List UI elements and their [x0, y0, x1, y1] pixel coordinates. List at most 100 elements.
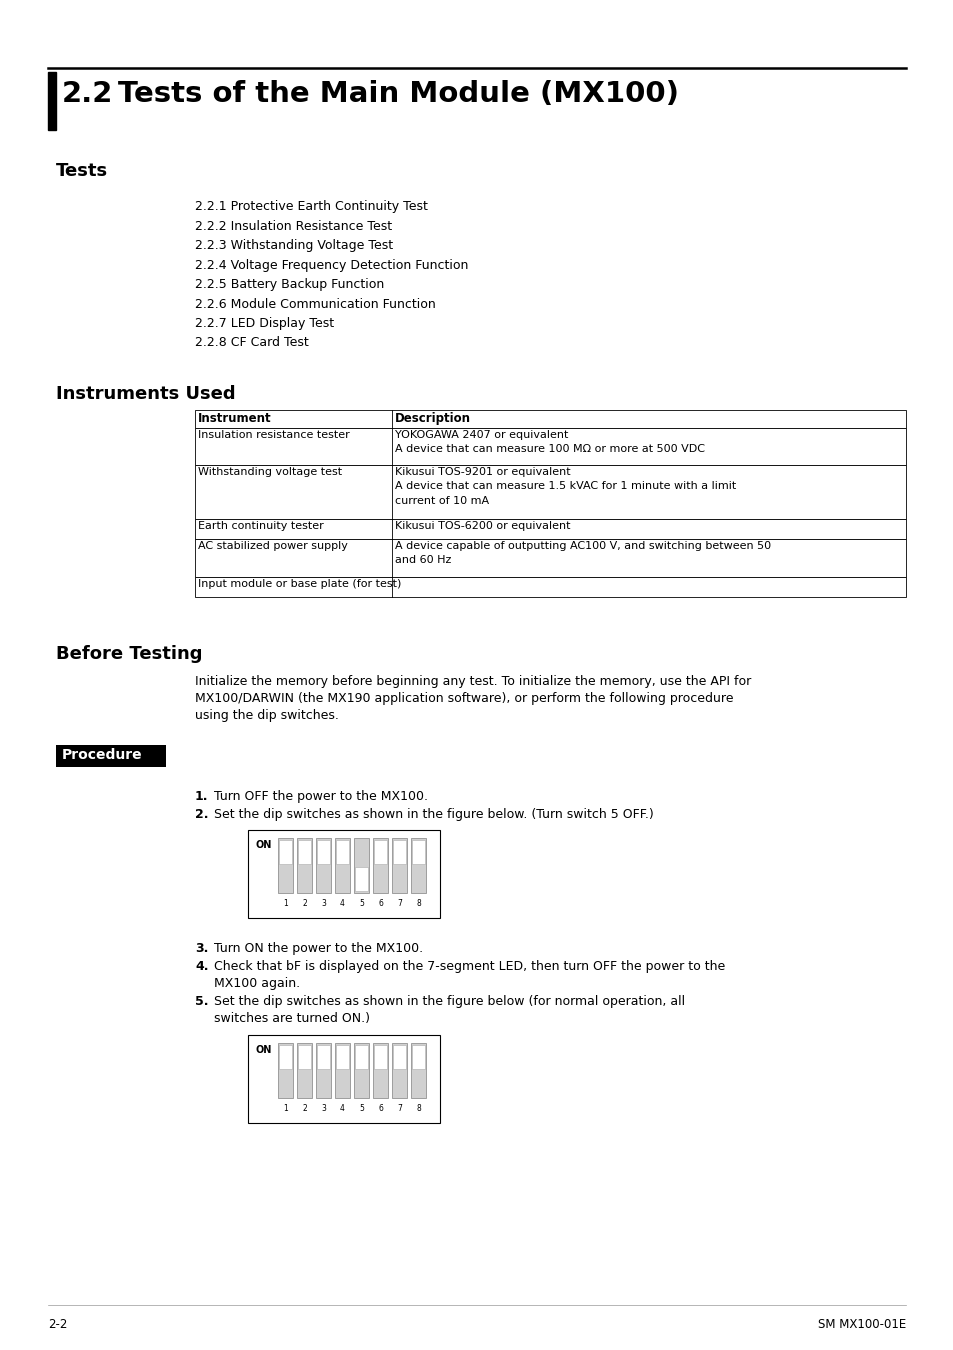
Text: Instruments Used: Instruments Used: [56, 385, 235, 404]
Bar: [194, 576, 905, 597]
Text: A device capable of outputting AC100 V, and switching between 50
and 60 Hz: A device capable of outputting AC100 V, …: [395, 541, 770, 566]
Bar: [315, 838, 331, 892]
Text: 6: 6: [377, 899, 382, 909]
Bar: [412, 840, 424, 864]
Text: Tests of the Main Module (MX100): Tests of the Main Module (MX100): [118, 80, 679, 108]
Text: 7: 7: [396, 1104, 401, 1112]
Text: Instrument: Instrument: [198, 412, 272, 425]
Bar: [393, 840, 406, 864]
Text: 2.2.4 Voltage Frequency Detection Function: 2.2.4 Voltage Frequency Detection Functi…: [194, 258, 468, 271]
Text: Insulation resistance tester: Insulation resistance tester: [198, 431, 350, 440]
Text: 1: 1: [283, 899, 288, 909]
Text: Before Testing: Before Testing: [56, 645, 202, 663]
Text: 1.: 1.: [194, 790, 209, 803]
Text: Tests: Tests: [56, 162, 108, 180]
Text: 1: 1: [283, 1104, 288, 1112]
Text: 3.: 3.: [194, 942, 208, 954]
Text: 2: 2: [302, 899, 307, 909]
Text: Procedure: Procedure: [62, 748, 143, 761]
Bar: [354, 1044, 369, 1098]
Bar: [335, 1045, 349, 1069]
Bar: [373, 1044, 388, 1098]
Text: Initialize the memory before beginning any test. To initialize the memory, use t: Initialize the memory before beginning a…: [194, 675, 750, 688]
Bar: [373, 838, 388, 892]
Bar: [56, 745, 166, 767]
Text: ON: ON: [255, 840, 273, 850]
Bar: [194, 410, 905, 428]
Text: 6: 6: [377, 1104, 382, 1112]
Bar: [248, 1035, 439, 1123]
Bar: [335, 1044, 350, 1098]
Bar: [278, 840, 292, 864]
Bar: [411, 1044, 426, 1098]
Text: 2.2.5 Battery Backup Function: 2.2.5 Battery Backup Function: [194, 278, 384, 292]
Bar: [278, 1045, 292, 1069]
Bar: [194, 539, 905, 576]
Bar: [392, 1044, 407, 1098]
Bar: [277, 1044, 293, 1098]
Bar: [48, 72, 56, 130]
Bar: [277, 838, 293, 892]
Text: 2.2.8 CF Card Test: 2.2.8 CF Card Test: [194, 336, 309, 350]
Text: SM MX100-01E: SM MX100-01E: [817, 1318, 905, 1331]
Bar: [296, 838, 312, 892]
Text: 2.2.3 Withstanding Voltage Test: 2.2.3 Withstanding Voltage Test: [194, 239, 393, 252]
Bar: [335, 840, 349, 864]
Text: Input module or base plate (for test): Input module or base plate (for test): [198, 579, 401, 589]
Text: Turn OFF the power to the MX100.: Turn OFF the power to the MX100.: [213, 790, 428, 803]
Text: 2.2.7 LED Display Test: 2.2.7 LED Display Test: [194, 317, 334, 329]
Bar: [355, 1045, 368, 1069]
Bar: [393, 1045, 406, 1069]
Text: MX100 again.: MX100 again.: [213, 977, 300, 990]
Text: 5: 5: [358, 1104, 363, 1112]
Text: 2.2: 2.2: [62, 80, 113, 108]
Text: AC stabilized power supply: AC stabilized power supply: [198, 541, 348, 551]
Bar: [412, 1045, 424, 1069]
Bar: [315, 1044, 331, 1098]
Bar: [354, 838, 369, 892]
Bar: [316, 840, 330, 864]
Text: Check that bF is displayed on the 7-segment LED, then turn OFF the power to the: Check that bF is displayed on the 7-segm…: [213, 960, 724, 973]
Bar: [296, 1044, 312, 1098]
Text: 3: 3: [321, 1104, 326, 1112]
Text: Description: Description: [395, 412, 471, 425]
Text: Set the dip switches as shown in the figure below. (Turn switch 5 OFF.): Set the dip switches as shown in the fig…: [213, 809, 653, 821]
Bar: [297, 840, 311, 864]
Text: switches are turned ON.): switches are turned ON.): [213, 1012, 370, 1025]
Text: 2.: 2.: [194, 809, 209, 821]
Text: Kikusui TOS-9201 or equivalent
A device that can measure 1.5 kVAC for 1 minute w: Kikusui TOS-9201 or equivalent A device …: [395, 467, 736, 506]
Text: 5.: 5.: [194, 995, 209, 1008]
Text: 5: 5: [358, 899, 363, 909]
Text: 2.2.6 Module Communication Function: 2.2.6 Module Communication Function: [194, 297, 436, 310]
Text: 7: 7: [396, 899, 401, 909]
Text: 4: 4: [339, 1104, 345, 1112]
Bar: [355, 867, 368, 891]
Text: 3: 3: [321, 899, 326, 909]
Text: 8: 8: [416, 1104, 420, 1112]
Bar: [194, 464, 905, 518]
Text: 2: 2: [302, 1104, 307, 1112]
Bar: [297, 1045, 311, 1069]
Text: 8: 8: [416, 899, 420, 909]
Bar: [316, 1045, 330, 1069]
Text: 2.2.2 Insulation Resistance Test: 2.2.2 Insulation Resistance Test: [194, 220, 392, 232]
Text: 2.2.1 Protective Earth Continuity Test: 2.2.1 Protective Earth Continuity Test: [194, 200, 428, 213]
Text: Withstanding voltage test: Withstanding voltage test: [198, 467, 342, 477]
Text: 4: 4: [339, 899, 345, 909]
Text: using the dip switches.: using the dip switches.: [194, 709, 338, 722]
Bar: [248, 830, 439, 918]
Text: Set the dip switches as shown in the figure below (for normal operation, all: Set the dip switches as shown in the fig…: [213, 995, 684, 1008]
Text: Kikusui TOS-6200 or equivalent: Kikusui TOS-6200 or equivalent: [395, 521, 570, 531]
Bar: [411, 838, 426, 892]
Text: Turn ON the power to the MX100.: Turn ON the power to the MX100.: [213, 942, 423, 954]
Bar: [392, 838, 407, 892]
Bar: [335, 838, 350, 892]
Text: ON: ON: [255, 1045, 273, 1054]
Text: 2-2: 2-2: [48, 1318, 68, 1331]
Bar: [374, 840, 387, 864]
Text: MX100/DARWIN (the MX190 application software), or perform the following procedur: MX100/DARWIN (the MX190 application soft…: [194, 693, 733, 705]
Text: Earth continuity tester: Earth continuity tester: [198, 521, 323, 531]
Text: 4.: 4.: [194, 960, 209, 973]
Bar: [194, 428, 905, 464]
Bar: [194, 518, 905, 539]
